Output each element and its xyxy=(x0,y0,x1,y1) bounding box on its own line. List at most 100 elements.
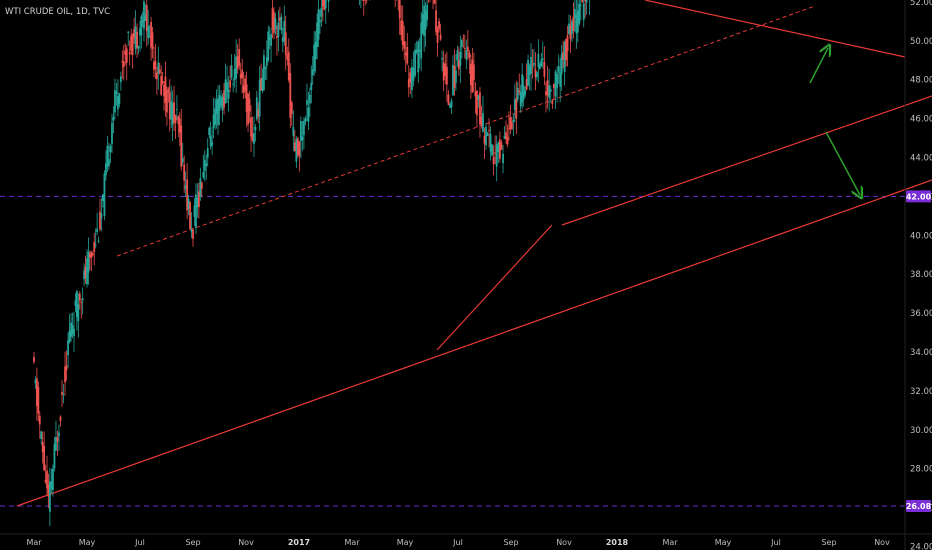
candle-body xyxy=(498,139,501,159)
candle-body xyxy=(53,444,56,469)
candle-body xyxy=(317,9,320,40)
candle-body xyxy=(247,93,249,125)
candle-body xyxy=(573,8,576,18)
candle-body xyxy=(177,116,180,125)
candle-body xyxy=(554,71,557,97)
candle-body xyxy=(314,42,317,60)
chart-title: WTI CRUDE OIL, 1D, TVC xyxy=(5,7,110,17)
candle-body xyxy=(167,88,170,93)
candle-body xyxy=(500,142,503,150)
candle-body xyxy=(284,32,287,56)
candle-body xyxy=(276,36,278,38)
candle-body xyxy=(50,481,53,489)
candle-body xyxy=(150,22,152,48)
candle-body xyxy=(506,136,509,145)
candle-body xyxy=(452,64,454,96)
candle-body xyxy=(158,69,161,74)
candle-body xyxy=(119,76,122,83)
y-tick-label: 44.00 xyxy=(910,153,932,163)
candle-body xyxy=(41,442,44,452)
x-tick-label: Sep xyxy=(821,538,836,547)
channel-upper-dashed-line xyxy=(116,5,816,257)
candle-body xyxy=(261,77,264,91)
candle-body xyxy=(585,0,588,3)
candle-body xyxy=(530,57,532,74)
candle-body xyxy=(505,132,507,139)
candle-body xyxy=(436,28,439,43)
candle-body xyxy=(175,109,178,111)
candle-body xyxy=(473,64,475,81)
candle-body xyxy=(489,134,492,152)
candle-body xyxy=(99,211,101,230)
candle-body xyxy=(90,252,93,258)
candle-body xyxy=(463,48,466,49)
time-axis[interactable]: Mar May Jul Sep Nov 2017 Mar May Jul Sep Nov 2018 Ma… xyxy=(26,538,890,547)
candle-body xyxy=(455,70,457,83)
candle-body xyxy=(447,94,450,106)
candle-body xyxy=(289,73,292,119)
candle-body xyxy=(193,205,196,217)
candle-body xyxy=(62,394,65,396)
candle-body xyxy=(439,34,442,40)
candle-body xyxy=(460,40,463,48)
candle-body xyxy=(227,89,230,99)
candle-body xyxy=(465,49,468,60)
candle-body xyxy=(311,69,314,76)
candle-body xyxy=(70,322,72,337)
candle-body xyxy=(296,138,299,155)
candle-body xyxy=(115,92,118,94)
candle-body xyxy=(84,267,87,278)
candle-body xyxy=(220,96,222,106)
x-tick-label: Sep xyxy=(185,538,200,547)
level-badge-bg xyxy=(906,500,931,512)
candle-body xyxy=(199,178,202,197)
candle-body xyxy=(527,59,529,86)
candle-body xyxy=(324,0,327,9)
candle-body xyxy=(477,95,480,100)
candle-body xyxy=(497,142,500,153)
candle-body xyxy=(35,378,38,406)
candle-body xyxy=(409,72,412,83)
level-badge: 26.08 xyxy=(906,502,932,511)
candle-body xyxy=(268,37,271,41)
x-tick-label: Jul xyxy=(452,538,463,547)
candle-body xyxy=(190,229,193,233)
candle-body xyxy=(94,244,97,246)
candle-body xyxy=(164,76,167,104)
candle-body xyxy=(274,18,277,30)
candle-body xyxy=(40,431,43,440)
x-tick-label: Nov xyxy=(556,538,572,547)
candle-body xyxy=(280,16,283,31)
candle-body xyxy=(468,52,471,58)
candle-body xyxy=(112,117,115,121)
candle-body xyxy=(97,240,100,242)
candle-body xyxy=(108,159,110,166)
candle-body xyxy=(540,59,543,67)
candle-body xyxy=(260,77,262,91)
candle-body xyxy=(263,55,265,90)
candle-body xyxy=(483,135,486,144)
candle-body xyxy=(545,91,547,96)
candle-body xyxy=(286,54,289,60)
candle-body xyxy=(549,89,552,92)
candle-body xyxy=(417,41,420,73)
price-axis[interactable]: 76.0074.0072.0070.0068.0066.0064.0062.00… xyxy=(910,0,932,550)
candle-body xyxy=(271,8,274,30)
candle-body xyxy=(64,366,66,383)
candle-body xyxy=(321,0,324,7)
candle-body xyxy=(125,48,128,63)
candle-body xyxy=(449,104,451,108)
candle-body xyxy=(412,68,415,81)
candle-body xyxy=(212,114,215,128)
candle-body xyxy=(415,49,418,53)
candle-body xyxy=(118,93,121,104)
candle-body xyxy=(151,32,154,49)
candle-body xyxy=(508,128,510,130)
candle-body xyxy=(106,145,109,167)
candle-body xyxy=(281,37,284,42)
candle-body xyxy=(218,95,221,112)
candle-body xyxy=(459,51,462,66)
candle-body xyxy=(513,99,516,111)
candle-body xyxy=(559,72,562,87)
